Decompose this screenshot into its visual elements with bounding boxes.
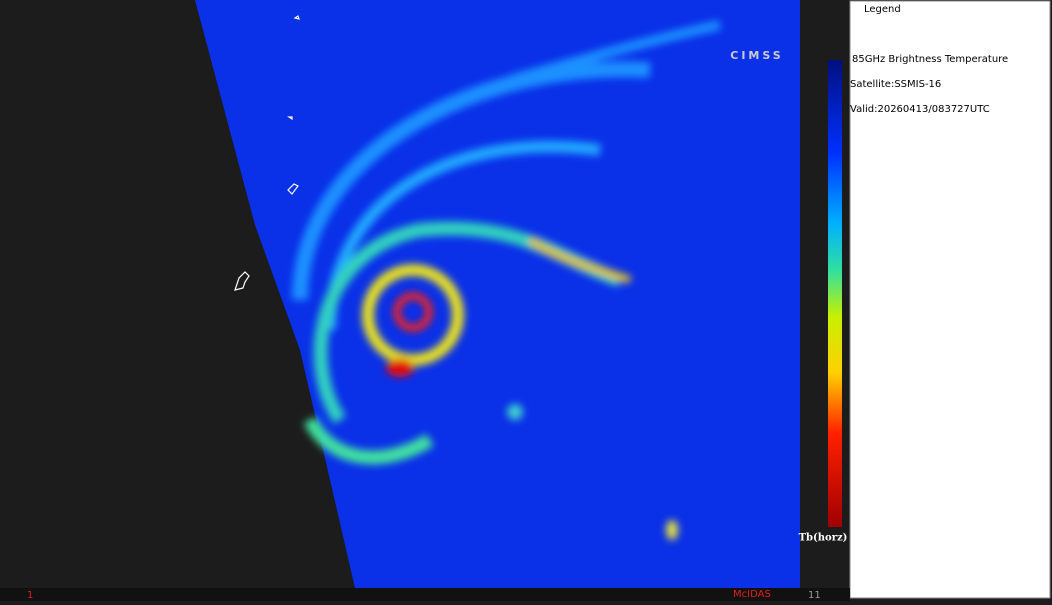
colorbar <box>828 60 842 527</box>
coastlines <box>234 15 300 291</box>
footer-center: McIDAS <box>733 589 771 600</box>
colorbar-unit: Tb(horz) <box>799 533 848 544</box>
satellite-swath <box>195 0 800 588</box>
storm-bands <box>292 20 722 540</box>
legend-valid: Valid:20260413/083727UTC <box>850 104 990 115</box>
footer-left: 1 <box>27 590 33 601</box>
legend-product: 85GHz Brightness Temperature <box>852 54 1008 65</box>
legend-satellite: Satellite:SSMIS-16 <box>850 79 941 90</box>
footer-bar <box>0 588 850 601</box>
legend-panel <box>849 0 1051 599</box>
logo: CIMSS <box>730 49 783 62</box>
footer-right: 11 <box>808 590 821 601</box>
legend-title: Legend <box>864 4 901 15</box>
